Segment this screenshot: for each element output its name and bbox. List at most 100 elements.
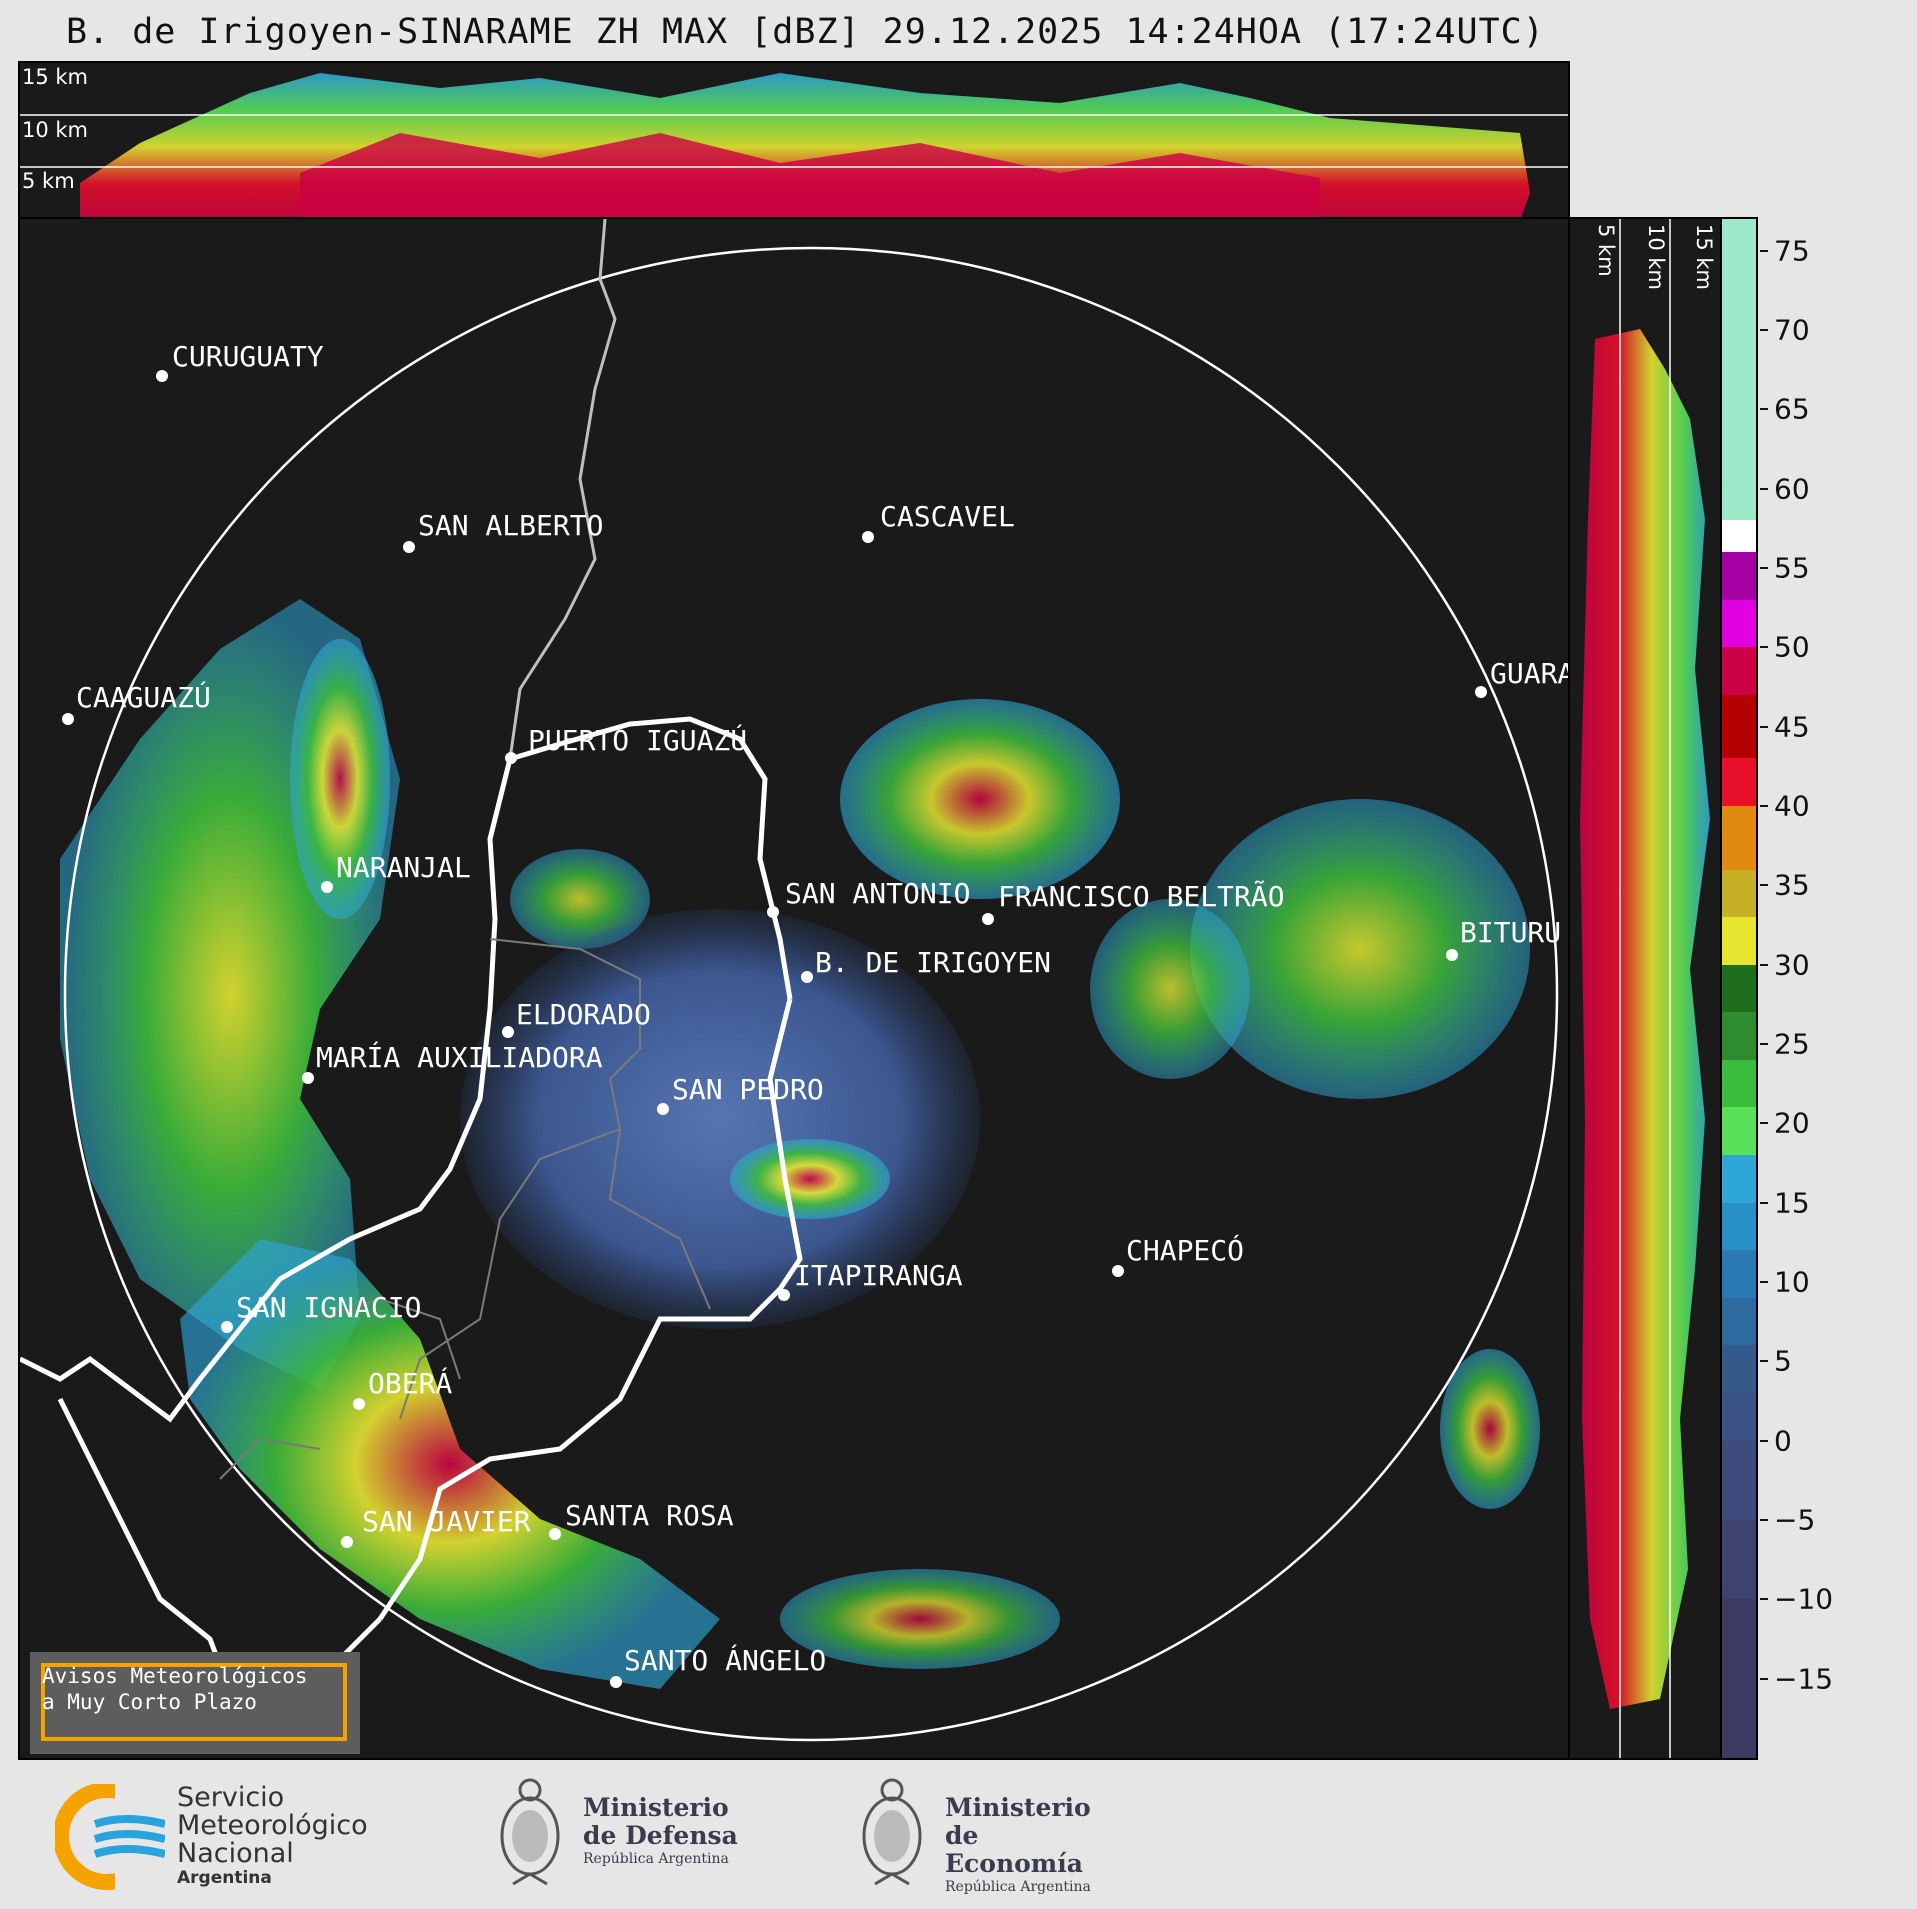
defensa-line-1: Ministerio: [583, 1793, 729, 1822]
colorbar-segment: [1722, 1059, 1756, 1109]
colorbar-segment: [1722, 1297, 1756, 1347]
city-label: SANTO ÁNGELO: [624, 1643, 826, 1677]
colorbar-tick-label: 15: [1774, 1186, 1810, 1220]
colorbar-tick: [1760, 1122, 1768, 1125]
dbz-colorbar: [1720, 217, 1758, 1760]
economia-line-2: de Economía: [945, 1821, 1083, 1878]
city-label: GUARA: [1490, 657, 1570, 690]
province-lines: [219, 938, 711, 1480]
city-label: PUERTO IGUAZÚ: [528, 723, 747, 757]
colorbar-tick-label: 65: [1774, 392, 1810, 426]
radar-map-panel: CURUGUATY SAN ALBERTO CAAGUAZÚ PUERTO IG…: [18, 217, 1570, 1760]
escudo-icon: [500, 1778, 560, 1886]
colorbar-tick-label: 30: [1774, 948, 1810, 982]
echo-cascavel: [840, 699, 1120, 899]
colorbar-segment: [1722, 1012, 1756, 1061]
colorbar-segment: [1722, 647, 1756, 696]
city-dot-san-pedro: [657, 1103, 669, 1115]
colorbar-segment: [1722, 1599, 1756, 1758]
economia-logo: Ministerio de Economía República Argenti…: [857, 1774, 1117, 1899]
colorbar-tick: [1760, 805, 1768, 808]
right-cross-section-plot: [1580, 219, 1710, 1758]
smn-line-1: Servicio: [177, 1782, 285, 1813]
colorbar-segment: [1722, 1440, 1756, 1521]
colorbar-segment: [1722, 964, 1756, 1014]
echo-southeast-cell: [1440, 1349, 1540, 1509]
warning-box-frame: [41, 1663, 347, 1741]
city-dot-caaguazu: [62, 713, 74, 725]
city-dot-guara: [1475, 686, 1487, 698]
city-dot-san-javier: [341, 1536, 353, 1548]
city-dot-maria-auxiliadora: [302, 1072, 314, 1084]
top-cross-section-plot: [20, 73, 1568, 217]
city-dot-san-alberto: [403, 541, 415, 553]
colorbar-tick-label: −15: [1774, 1662, 1834, 1696]
city-label: ITAPIRANGA: [794, 1259, 963, 1292]
city-label: SAN PEDRO: [672, 1073, 824, 1106]
city-label: CAAGUAZÚ: [76, 680, 211, 714]
echo-south-cells: [780, 1569, 1060, 1669]
smn-sub: Argentina: [177, 1868, 272, 1888]
colorbar-tick-label: 70: [1774, 313, 1810, 347]
radar-echoes: [60, 599, 1540, 1689]
warning-box[interactable]: Avisos Meteorológicos a Muy Corto Plazo: [30, 1652, 360, 1754]
colorbar-tick: [1760, 725, 1768, 728]
colorbar-segment: [1722, 1250, 1756, 1299]
city-dot-curuguaty: [156, 370, 168, 382]
city-dot-itapiranga: [778, 1289, 790, 1301]
colorbar-tick: [1760, 1598, 1768, 1601]
colorbar-tick: [1760, 646, 1768, 649]
city-dot-santa-rosa: [549, 1528, 561, 1540]
right-alt-label-10: 10 km: [1644, 224, 1668, 291]
right-cross-section-panel: 5 km 10 km 15 km: [1568, 217, 1722, 1760]
city-dot-bituru: [1446, 949, 1458, 961]
colorbar-segment: [1722, 552, 1756, 601]
city-dot-san-antonio: [767, 906, 779, 918]
colorbar-tick: [1760, 329, 1768, 332]
colorbar-tick: [1760, 487, 1768, 490]
colorbar-tick: [1760, 884, 1768, 887]
city-dot-obera: [353, 1398, 365, 1410]
city-label: OBERÁ: [368, 1366, 452, 1400]
defensa-line-2: de Defensa: [583, 1821, 738, 1850]
city-markers: [62, 370, 1487, 1688]
colorbar-tick-label: 35: [1774, 868, 1810, 902]
city-label: SAN IGNACIO: [236, 1291, 421, 1324]
footer-logos: Servicio Meteorológico Nacional Argentin…: [0, 1760, 1917, 1909]
colorbar-tick: [1760, 249, 1768, 252]
colorbar-tick-label: 55: [1774, 551, 1810, 585]
city-label: NARANJAL: [336, 851, 471, 884]
range-ring: [63, 246, 1559, 1742]
city-dot-naranjal: [321, 881, 333, 893]
top-alt-label-10: 10 km: [22, 118, 89, 142]
colorbar-tick-label: 5: [1774, 1344, 1792, 1378]
colorbar-tick-label: 10: [1774, 1265, 1810, 1299]
top-alt-label-5: 5 km: [22, 169, 75, 193]
colorbar-tick: [1760, 567, 1768, 570]
echo-center-core: [730, 1139, 890, 1219]
city-label: FRANCISCO BELTRÃO: [998, 880, 1285, 913]
city-dot-b-de-irigoyen: [801, 971, 813, 983]
colorbar-tick: [1760, 1677, 1768, 1680]
colorbar-tick: [1760, 408, 1768, 411]
defensa-logo: Ministerio de Defensa República Argentin…: [495, 1774, 755, 1899]
border-argentina-east: [377, 998, 803, 1621]
city-dot-santo-angelo: [610, 1676, 622, 1688]
colorbar-tick-label: 45: [1774, 710, 1810, 744]
colorbar-tick: [1760, 1281, 1768, 1284]
border-argentina-west: [20, 758, 513, 1423]
colorbar-segment: [1722, 1202, 1756, 1252]
colorbar-tick-label: −10: [1774, 1582, 1834, 1616]
colorbar-tick-label: 25: [1774, 1027, 1810, 1061]
top-cross-section-panel: 15 km 10 km 5 km: [18, 61, 1570, 219]
city-label: SAN ALBERTO: [418, 509, 603, 542]
colorbar-tick-label: 40: [1774, 789, 1810, 823]
city-dot-cascavel: [862, 531, 874, 543]
city-label: CHAPECÓ: [1126, 1233, 1244, 1267]
warning-box-text: Avisos Meteorológicos a Muy Corto Plazo: [42, 1664, 308, 1714]
economia-line-1: Ministerio: [945, 1793, 1091, 1822]
escudo-icon: [862, 1778, 922, 1886]
echo-northwest-cell: [290, 639, 390, 919]
city-label: CASCAVEL: [880, 500, 1015, 533]
city-label: SANTA ROSA: [565, 1499, 734, 1532]
